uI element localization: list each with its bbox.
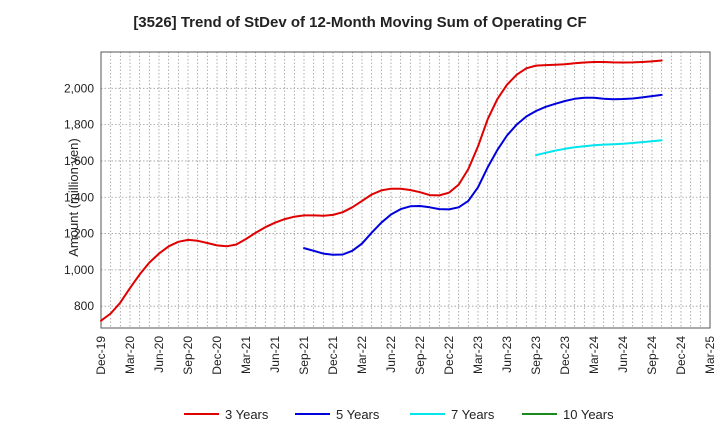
- x-tick-label: Jun-20: [152, 336, 166, 373]
- x-tick-label: Mar-21: [239, 336, 253, 374]
- x-tick-label: Dec-19: [94, 336, 108, 375]
- series-line-3-years: [100, 59, 663, 322]
- y-tick-label: 1,600: [64, 154, 94, 168]
- series-line-5-years: [303, 93, 663, 256]
- y-tick-label: 1,000: [64, 263, 94, 277]
- x-tick-label: Dec-24: [674, 336, 688, 375]
- x-tick-label: Jun-21: [268, 336, 282, 373]
- x-tick-label: Mar-25: [703, 336, 717, 374]
- x-tick-label: Sep-20: [181, 336, 195, 375]
- x-tick-label: Dec-20: [210, 336, 224, 375]
- x-tick-label: Mar-24: [587, 336, 601, 374]
- legend-label: 10 Years: [563, 407, 614, 422]
- x-tick-label: Sep-22: [413, 336, 427, 375]
- x-tick-label: Dec-21: [326, 336, 340, 375]
- x-tick-label: Dec-22: [442, 336, 456, 375]
- y-tick-label: 1,400: [64, 190, 94, 204]
- x-tick-label: Dec-23: [558, 336, 572, 375]
- x-tick-label: Mar-23: [471, 336, 485, 374]
- legend: 3 Years 5 Years 7 Years 10 Years: [184, 407, 614, 422]
- plot-frame: [100, 51, 711, 329]
- x-tick-label: Sep-21: [297, 336, 311, 375]
- x-tick-label: Jun-24: [616, 336, 630, 373]
- y-tick-label: 1,800: [64, 118, 94, 132]
- y-tick-label: 2,000: [64, 81, 94, 95]
- x-tick-label: Jun-22: [384, 336, 398, 373]
- x-tick-label: Mar-20: [123, 336, 137, 374]
- y-tick-label: 800: [74, 299, 94, 313]
- legend-label: 3 Years: [225, 407, 269, 422]
- series-layer: [100, 59, 663, 322]
- legend-label: 5 Years: [336, 407, 380, 422]
- x-tick-label: Sep-24: [645, 336, 659, 375]
- legend-label: 7 Years: [451, 407, 495, 422]
- x-tick-labels: Dec-19 Mar-20 Jun-20 Sep-20 Dec-20 Mar-21 Jun-…: [94, 336, 717, 375]
- y-tick-labels: 800 1,000 1,200 1,400 1,600 1,800 2,000: [64, 81, 94, 313]
- series-line-7-years: [535, 139, 663, 157]
- y-tick-label: 1,200: [64, 227, 94, 241]
- x-tick-label: Jun-23: [500, 336, 514, 373]
- chart-title: [3526] Trend of StDev of 12-Month Moving…: [133, 14, 587, 31]
- x-tick-label: Sep-23: [529, 336, 543, 375]
- x-tick-label: Mar-22: [355, 336, 369, 374]
